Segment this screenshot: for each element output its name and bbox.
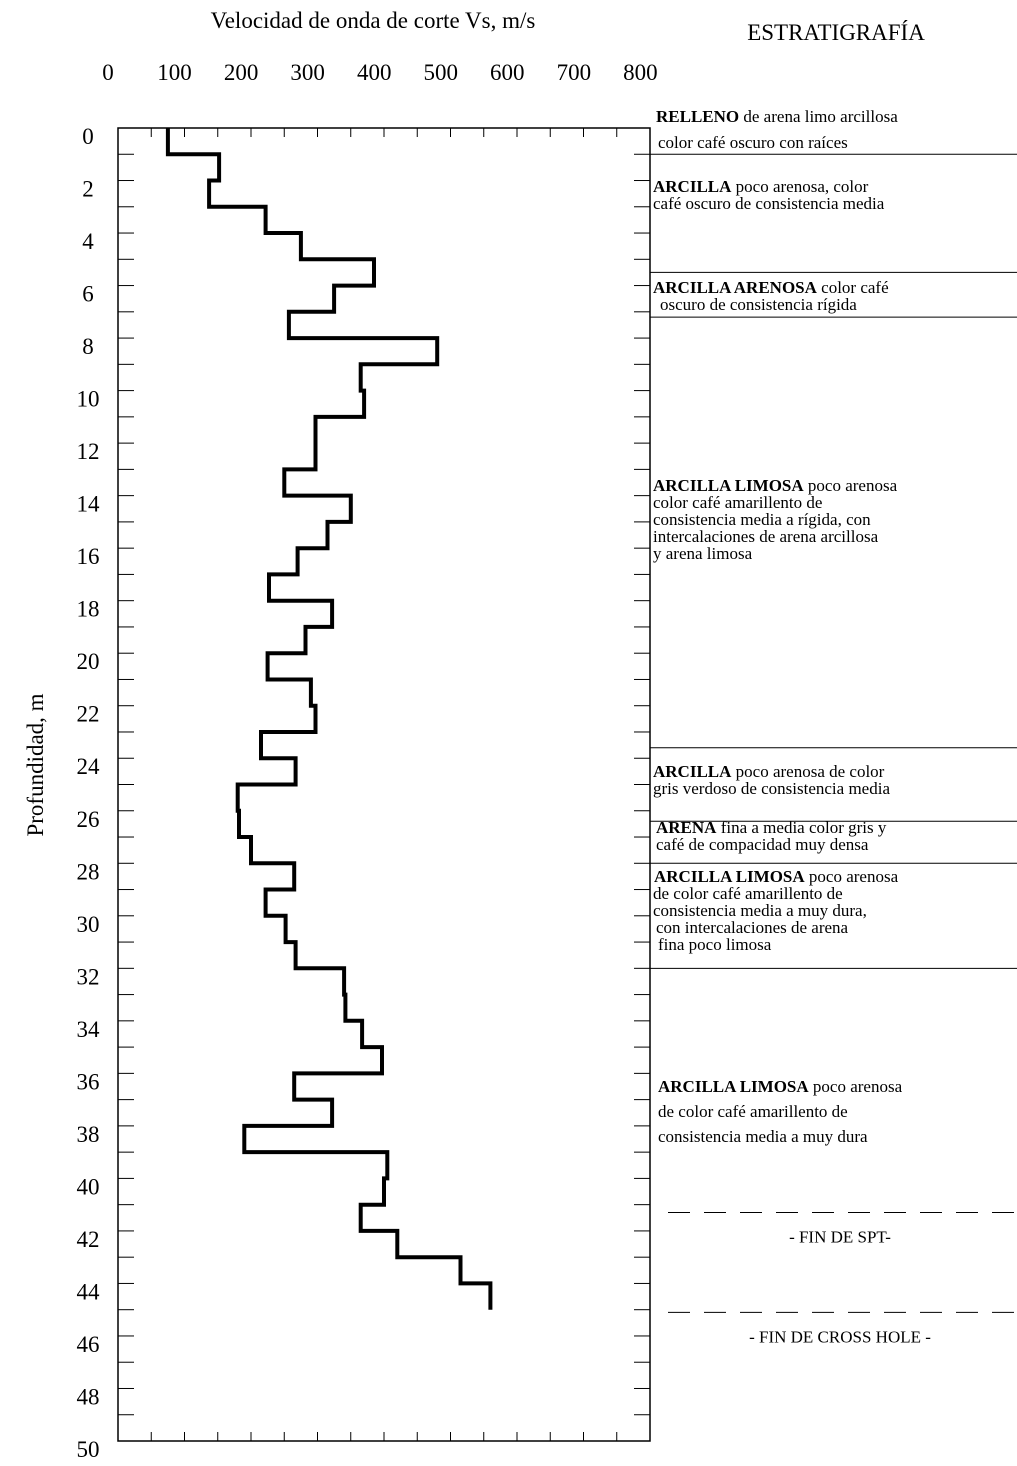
y-tick-label: 4 bbox=[82, 229, 94, 254]
layer-heading-bold: ARENA bbox=[656, 818, 717, 837]
plot-frame bbox=[117, 127, 651, 1442]
x-tick-label: 500 bbox=[424, 60, 459, 85]
y-tick-label: 0 bbox=[82, 124, 94, 149]
x-tick-label: 0 bbox=[102, 60, 114, 85]
y-tick-label: 26 bbox=[77, 807, 100, 832]
layer-heading-bold: ARCILLA LIMOSA bbox=[653, 476, 804, 495]
layer-line: color café amarillento de bbox=[653, 493, 822, 512]
y-tick-label: 30 bbox=[77, 912, 100, 937]
layer-heading-rest: de arena limo arcillosa bbox=[739, 107, 898, 126]
y-axis-title: Profundidad, m bbox=[23, 693, 48, 836]
layer-heading-rest: fina a media color gris y bbox=[716, 818, 886, 837]
layer-heading: ARCILLA LIMOSA poco arenosa bbox=[654, 867, 899, 886]
layer-line: con intercalaciones de arena bbox=[656, 918, 849, 937]
y-tick-label: 44 bbox=[77, 1279, 101, 1304]
end-marker-label: - FIN DE SPT- bbox=[789, 1228, 891, 1247]
y-tick-label: 22 bbox=[77, 702, 100, 727]
x-axis-ticks: 0 100 200 300 400 500 600 700 800 bbox=[102, 60, 658, 1441]
x-tick-label: 300 bbox=[290, 60, 325, 85]
layer-heading-rest: poco arenosa de color bbox=[731, 762, 884, 781]
x-axis-title: Velocidad de onda de corte Vs, m/s bbox=[211, 8, 536, 33]
layer-line: de color café amarillento de bbox=[653, 884, 843, 903]
layer-heading-rest: poco arenosa, color bbox=[731, 177, 868, 196]
layer-heading-bold: ARCILLA bbox=[653, 177, 732, 196]
y-tick-label: 8 bbox=[82, 334, 94, 359]
layer-line: de color café amarillento de bbox=[658, 1102, 848, 1121]
layer-heading-rest: poco arenosa bbox=[804, 476, 898, 495]
y-tick-label: 28 bbox=[77, 859, 100, 884]
layer-line: gris verdoso de consistencia media bbox=[653, 779, 890, 798]
layer-line: café de compacidad muy densa bbox=[656, 835, 869, 854]
y-tick-label: 6 bbox=[82, 282, 94, 307]
x-tick-label: 700 bbox=[557, 60, 592, 85]
y-tick-label: 40 bbox=[77, 1174, 100, 1199]
layer-heading-bold: ARCILLA LIMOSA bbox=[654, 867, 805, 886]
layer-line: color café oscuro con raíces bbox=[658, 133, 848, 152]
layer-line: café oscuro de consistencia media bbox=[653, 194, 885, 213]
layer-line: oscuro de consistencia rígida bbox=[660, 295, 857, 314]
y-tick-label: 50 bbox=[77, 1437, 100, 1462]
layer-line: fina poco limosa bbox=[658, 935, 772, 954]
y-tick-label: 2 bbox=[82, 177, 94, 202]
y-tick-label: 18 bbox=[77, 597, 100, 622]
y-tick-label: 38 bbox=[77, 1122, 100, 1147]
x-tick-label: 800 bbox=[623, 60, 658, 85]
vs-profile-line bbox=[165, 128, 493, 1310]
layer-line: consistencia media a muy dura bbox=[658, 1127, 868, 1146]
layer-heading-rest: color café bbox=[817, 278, 889, 297]
y-tick-label: 36 bbox=[77, 1069, 100, 1094]
stratigraphy-title: ESTRATIGRAFÍA bbox=[747, 20, 925, 45]
y-tick-label: 12 bbox=[77, 439, 100, 464]
y-tick-label: 42 bbox=[77, 1227, 100, 1252]
y-tick-label: 46 bbox=[77, 1332, 100, 1357]
layer-heading-rest: poco arenosa bbox=[809, 1077, 903, 1096]
stratigraphy-column: - FIN DE SPT- - FIN DE CROSS HOLE - RELLEN… bbox=[650, 107, 1017, 1346]
end-marker-label: - FIN DE CROSS HOLE - bbox=[749, 1327, 931, 1346]
layer-heading: ARCILLA LIMOSA poco arenosa bbox=[653, 476, 898, 495]
layer-heading-bold: ARCILLA LIMOSA bbox=[658, 1077, 809, 1096]
layer-heading: ARCILLA LIMOSA poco arenosa bbox=[658, 1077, 903, 1096]
x-tick-label: 600 bbox=[490, 60, 525, 85]
y-tick-label: 24 bbox=[77, 754, 101, 779]
layer-line: consistencia media a muy dura, bbox=[653, 901, 867, 920]
y-tick-label: 48 bbox=[77, 1384, 100, 1409]
y-tick-label: 32 bbox=[77, 964, 100, 989]
y-tick-label: 16 bbox=[77, 544, 100, 569]
layer-line: intercalaciones de arena arcillosa bbox=[653, 527, 879, 546]
x-tick-label: 100 bbox=[157, 60, 192, 85]
x-tick-label: 400 bbox=[357, 60, 392, 85]
layer-heading-rest: poco arenosa bbox=[805, 867, 899, 886]
x-tick-label: 200 bbox=[224, 60, 259, 85]
layer-heading-bold: ARCILLA ARENOSA bbox=[653, 278, 818, 297]
y-tick-label: 20 bbox=[77, 649, 100, 674]
layer-line: y arena limosa bbox=[653, 544, 753, 563]
y-axis-ticks: 0246810121416182022242628303234363840424… bbox=[77, 124, 650, 1462]
layer-heading-bold: ARCILLA bbox=[653, 762, 732, 781]
layer-heading: ARENA fina a media color gris y bbox=[656, 818, 887, 837]
vs-step-line bbox=[165, 128, 493, 1310]
y-tick-label: 14 bbox=[77, 492, 101, 517]
layer-heading: ARCILLA poco arenosa de color bbox=[653, 762, 885, 781]
layer-heading: RELLENO de arena limo arcillosa bbox=[656, 107, 898, 126]
y-tick-label: 34 bbox=[77, 1017, 101, 1042]
y-tick-label: 10 bbox=[77, 387, 100, 412]
layer-line: consistencia media a rígida, con bbox=[653, 510, 871, 529]
layer-heading: ARCILLA ARENOSA color café bbox=[653, 278, 889, 297]
layer-heading: ARCILLA poco arenosa, color bbox=[653, 177, 869, 196]
layer-heading-bold: RELLENO bbox=[656, 107, 739, 126]
